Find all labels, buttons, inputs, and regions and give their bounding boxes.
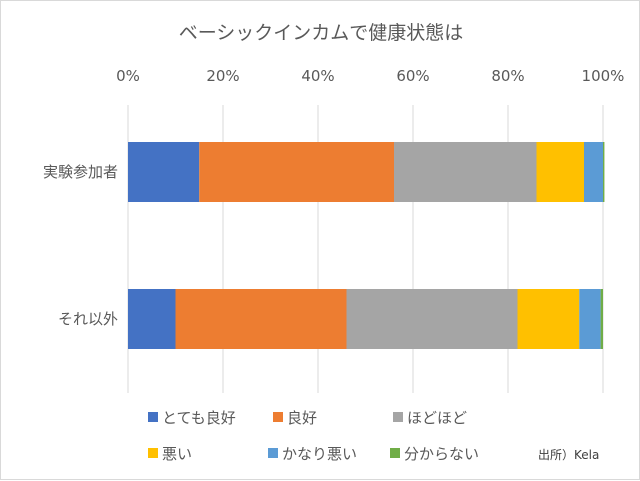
- legend-swatch: [273, 412, 283, 422]
- x-tick-label: 40%: [301, 67, 334, 85]
- bar-segment: [394, 142, 537, 202]
- x-axis-ticks: 0% 20% 40% 60% 80% 100%: [116, 67, 624, 85]
- bar-segment: [584, 142, 603, 202]
- chart-title: ベーシックインカムで健康状態は: [179, 22, 464, 44]
- legend-label: 分からない: [404, 445, 479, 463]
- bars: [128, 142, 605, 349]
- legend-label: 悪い: [162, 445, 192, 463]
- category-label: 実験参加者: [43, 163, 118, 181]
- x-tick-label: 20%: [206, 67, 239, 85]
- legend-swatch: [390, 448, 400, 458]
- bar-segment: [128, 142, 200, 202]
- bar-segment: [346, 289, 518, 349]
- bar-segment: [603, 142, 605, 202]
- x-tick-label: 100%: [582, 67, 625, 85]
- legend-swatch: [148, 412, 158, 422]
- legend-label: かなり悪い: [282, 445, 357, 463]
- legend-swatch: [148, 448, 158, 458]
- legend-swatch: [393, 412, 403, 422]
- x-tick-label: 60%: [396, 67, 429, 85]
- bar-segment: [128, 289, 176, 349]
- source-note: 出所）Kela: [538, 448, 599, 462]
- bar-segment: [536, 142, 584, 202]
- x-tick-label: 0%: [116, 67, 140, 85]
- category-label: それ以外: [58, 310, 118, 328]
- bar-segment: [175, 289, 347, 349]
- bar-segment: [199, 142, 394, 202]
- bar-segment: [517, 289, 580, 349]
- bar-segment: [600, 289, 603, 349]
- x-tick-label: 80%: [491, 67, 524, 85]
- legend-swatch: [268, 448, 278, 458]
- bar-segment: [579, 289, 601, 349]
- legend-label: 良好: [287, 409, 317, 427]
- legend-label: とても良好: [162, 409, 236, 427]
- legend-label: ほどほど: [407, 409, 467, 427]
